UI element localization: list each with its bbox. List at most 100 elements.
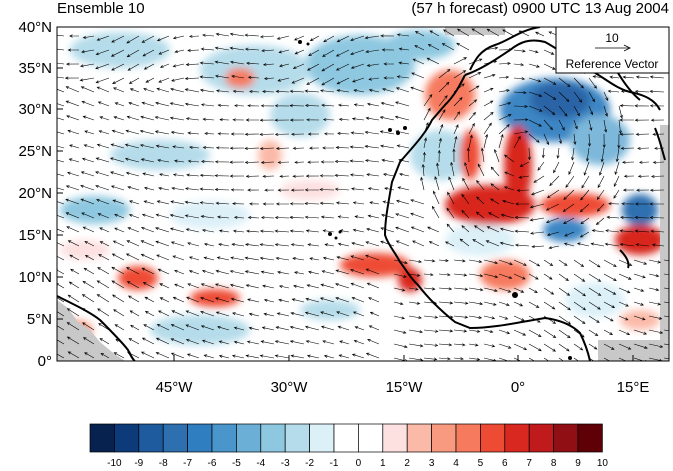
wind-vector-arrow — [635, 243, 650, 247]
wind-vector-arrow — [369, 311, 380, 317]
wind-vector-arrow — [307, 243, 320, 247]
wind-vector-arrow — [124, 143, 140, 149]
wind-vector-arrow — [513, 49, 526, 53]
wind-vector-arrow — [81, 294, 95, 303]
wind-vector-arrow — [503, 186, 515, 191]
wind-vector-arrow — [527, 147, 531, 161]
wind-vector-arrow — [96, 143, 110, 149]
wind-vector-arrow — [127, 227, 140, 233]
wind-vector-arrow — [438, 287, 453, 291]
wind-vector-arrow — [217, 325, 230, 331]
wind-vector-arrow — [599, 161, 605, 176]
wind-vector-arrow — [129, 88, 140, 93]
wind-vector-arrow — [395, 87, 410, 93]
wind-vector-arrow — [504, 154, 515, 163]
wind-vector-arrow — [82, 115, 95, 121]
wind-vector-arrow — [67, 351, 80, 359]
wind-vector-arrow — [528, 133, 540, 143]
wind-vector-arrow — [558, 357, 564, 361]
wind-vector-arrow — [573, 91, 583, 103]
wind-vector-arrow — [244, 47, 260, 51]
wind-vector-arrow — [278, 298, 290, 303]
wind-vector-arrow — [365, 241, 380, 247]
wind-vector-arrow — [157, 268, 170, 275]
wind-vector-arrow — [468, 287, 484, 292]
colorbar-box — [309, 423, 335, 453]
wind-vector-arrow — [438, 259, 449, 263]
wind-vector-arrow — [483, 122, 492, 135]
wind-vector-arrow — [558, 287, 571, 296]
wind-vector-arrow — [306, 77, 320, 85]
wind-vector-arrow — [294, 160, 305, 164]
wind-vector-arrow — [427, 226, 440, 233]
wind-vector-arrow — [172, 35, 185, 40]
wind-vector-arrow — [129, 310, 140, 317]
wind-vector-arrow — [368, 297, 380, 303]
wind-vector-arrow — [596, 189, 605, 200]
wind-vector-arrow — [462, 177, 470, 191]
wind-vector-arrow — [112, 240, 125, 247]
wind-vector-arrow — [468, 259, 483, 264]
wind-vector-arrow — [231, 243, 245, 247]
wind-vector-arrow — [408, 343, 424, 348]
wind-vector-arrow — [111, 266, 125, 275]
wind-vector-arrow — [276, 35, 290, 40]
wind-vector-arrow — [476, 180, 485, 191]
wind-vector-arrow — [214, 188, 230, 192]
wind-vector-arrow — [229, 32, 245, 37]
wind-vector-arrow — [320, 215, 335, 219]
wind-vector-arrow — [648, 301, 662, 306]
wind-vector-arrow — [472, 239, 485, 247]
wind-vector-arrow — [126, 267, 140, 275]
anomaly-region — [385, 30, 455, 60]
wind-vector-arrow — [84, 130, 95, 135]
wind-vector-arrow — [453, 315, 469, 319]
wind-vector-arrow — [397, 186, 410, 191]
wind-vector-arrow — [128, 102, 140, 107]
wind-vector-arrow — [421, 163, 425, 177]
wind-vector-arrow — [498, 89, 510, 93]
lat-label: 25°N — [18, 143, 52, 160]
wind-vector-arrow — [230, 256, 245, 261]
wind-vector-arrow — [111, 63, 125, 71]
wind-vector-arrow — [514, 243, 530, 247]
lat-label: 35°N — [18, 60, 52, 77]
wind-vector-arrow — [229, 174, 245, 178]
wind-vector-arrow — [248, 202, 260, 206]
anomaly-region — [530, 82, 590, 118]
wind-vector-arrow — [320, 325, 335, 331]
wind-vector-arrow — [277, 160, 290, 164]
wind-vector-arrow — [450, 161, 455, 177]
wind-vector-arrow — [650, 229, 665, 233]
wind-vector-arrow — [68, 158, 80, 163]
wind-vector-arrow — [637, 146, 650, 150]
wind-vector-arrow — [379, 116, 395, 121]
wind-vector-arrow — [264, 188, 275, 192]
wind-vector-arrow — [453, 70, 467, 79]
wind-vector-arrow — [573, 287, 586, 297]
wind-vector-arrow — [499, 227, 515, 233]
wind-vector-arrow — [66, 336, 80, 345]
wind-vector-arrow — [203, 242, 215, 247]
wind-vector-arrow — [423, 357, 438, 361]
wind-vector-arrow — [322, 118, 335, 122]
colorbar-tick-label: -4 — [256, 458, 266, 469]
wind-vector-arrow — [337, 215, 350, 219]
wind-vector-arrow — [365, 254, 380, 261]
wind-vector-arrow — [431, 205, 440, 219]
wind-vector-arrow — [96, 294, 110, 303]
wind-vector-arrow — [605, 229, 620, 233]
wind-vector-arrow — [199, 187, 215, 191]
wind-vector-arrow — [69, 254, 80, 261]
wind-vector-arrow — [130, 324, 140, 331]
map-plot-area: 10 Reference Vector — [57, 27, 669, 361]
wind-vector-arrow — [528, 273, 539, 280]
wind-vector-arrow — [483, 111, 494, 121]
wind-vector-arrow — [244, 132, 260, 136]
wind-vector-arrow — [634, 215, 650, 220]
wind-vector-arrow — [96, 280, 110, 289]
wind-vector-arrow — [172, 296, 185, 303]
wind-vector-arrow — [187, 131, 200, 135]
wind-vector-arrow — [219, 118, 230, 122]
